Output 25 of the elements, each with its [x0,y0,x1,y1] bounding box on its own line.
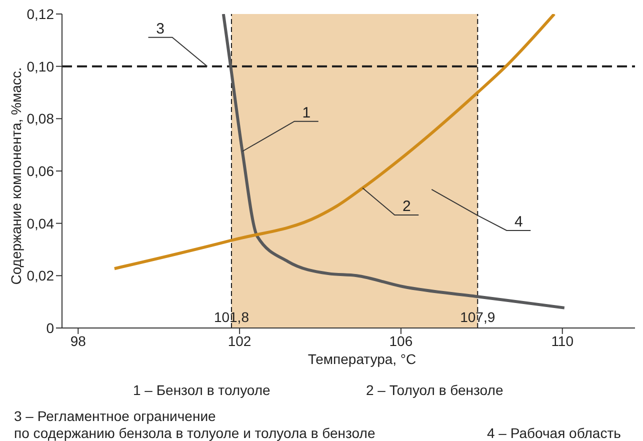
text: 4 – Рабочая область [487,425,621,441]
y-tick-label: 0,08 [26,110,54,127]
x-tick-label: 102 [228,332,252,349]
line-series [112,14,556,270]
y-tick-label: 0,10 [26,58,54,74]
annotation: 1 [302,104,311,122]
y-tick-label: 0 [46,320,54,336]
y-tick-label: 0,12 [26,6,54,22]
ref-line-label: 107,9 [460,309,496,325]
x-axis-title: Температура, °C [306,351,418,367]
text: 3 – Регламентное ограничение по содержанию бензола в толуоле и толуола в бензоле [14,408,376,441]
line-series [222,14,566,310]
text: 2 – Толуол в бензоле [366,382,504,399]
ref-line-label: 101,8 [214,309,250,325]
y-tick-label: 0,06 [26,162,54,179]
y-tick-label: 0,02 [26,268,54,284]
annotation: 3 [156,20,164,38]
text: 1 – Бензол в толуоле [133,382,270,399]
y-tick-label: 0,04 [26,215,54,232]
y-axis-title: Содержание компонента, %масс. [8,66,24,287]
annotation: 4 [514,213,523,230]
x-tick-label: 106 [389,332,413,349]
x-tick-label: 98 [70,332,86,349]
x-tick-label: 110 [551,332,574,349]
annotation: 2 [402,198,411,216]
